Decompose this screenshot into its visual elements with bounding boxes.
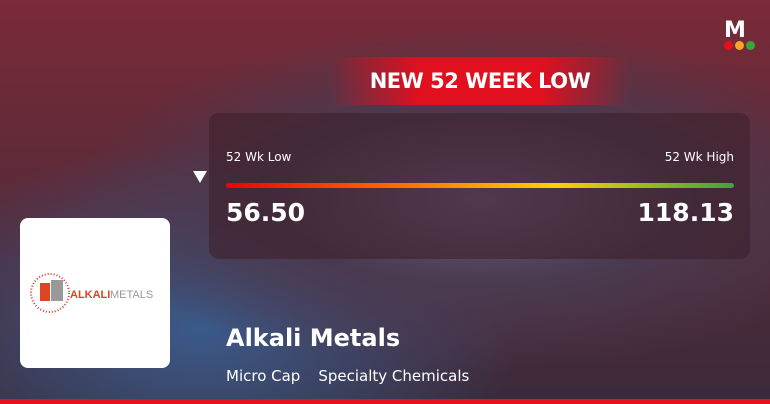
brand-letter: M — [724, 18, 746, 43]
svg-text:METALS: METALS — [110, 289, 153, 301]
green-dot — [746, 41, 755, 50]
low-value: 56.50 — [226, 198, 306, 227]
company-logo: ALKALI METALS — [20, 218, 170, 368]
red-dot — [724, 41, 733, 50]
high-value: 118.13 — [637, 198, 734, 227]
alkali-metals-logo-icon: ALKALI METALS — [30, 273, 153, 313]
high-label: 52 Wk High — [664, 150, 734, 164]
brand-logo: M — [724, 18, 755, 50]
yellow-dot — [735, 41, 744, 50]
svg-text:ALKALI: ALKALI — [70, 289, 110, 301]
low-label: 52 Wk Low — [226, 150, 292, 164]
bottom-accent-bar — [0, 399, 770, 404]
headline-banner: NEW 52 WEEK LOW — [330, 57, 630, 105]
range-bar — [226, 183, 734, 188]
company-name: Alkali Metals — [226, 324, 401, 352]
market-cap-tag: Micro Cap — [226, 367, 301, 385]
sector-tag: Specialty Chemicals — [318, 367, 470, 385]
current-price-marker-icon — [193, 171, 207, 183]
